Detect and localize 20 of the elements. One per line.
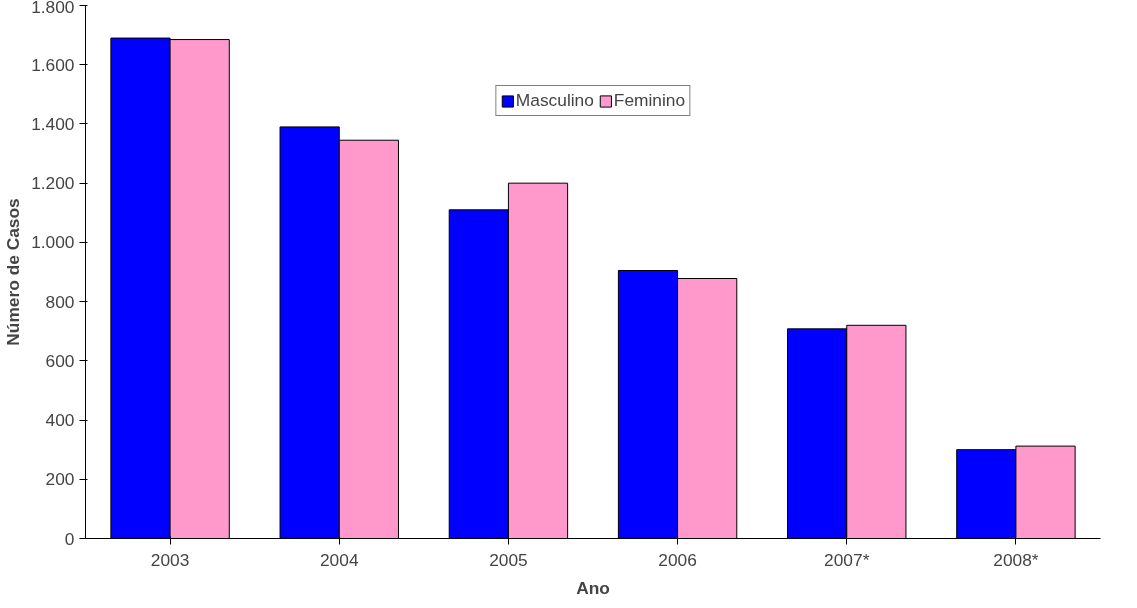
x-axis-title: Ano <box>576 577 610 598</box>
x-tick-label: 2004 <box>319 549 359 570</box>
y-tick-label: 1.000 <box>31 232 75 253</box>
legend-label: Feminino <box>613 90 686 111</box>
y-axis-title: Número de Casos <box>3 198 24 346</box>
y-tick-label: 1.200 <box>31 173 75 194</box>
y-tick-label: 0 <box>64 528 75 549</box>
y-tick-label: 1.400 <box>31 113 75 134</box>
x-tick-label: 2006 <box>658 549 697 570</box>
legend-label: Masculino <box>515 90 594 111</box>
y-tick-label: 400 <box>45 410 75 431</box>
x-tick-label: 2005 <box>489 549 528 570</box>
x-tick-label: 2008* <box>993 549 1039 570</box>
y-tick-label: 200 <box>45 469 75 490</box>
x-tick-label: 2003 <box>150 549 190 570</box>
x-tick-label: 2007* <box>824 549 870 570</box>
y-tick-label: 800 <box>45 291 75 312</box>
y-tick-label: 600 <box>45 350 75 371</box>
y-tick-label: 1.800 <box>31 0 75 17</box>
y-tick-label: 1.600 <box>31 54 75 75</box>
